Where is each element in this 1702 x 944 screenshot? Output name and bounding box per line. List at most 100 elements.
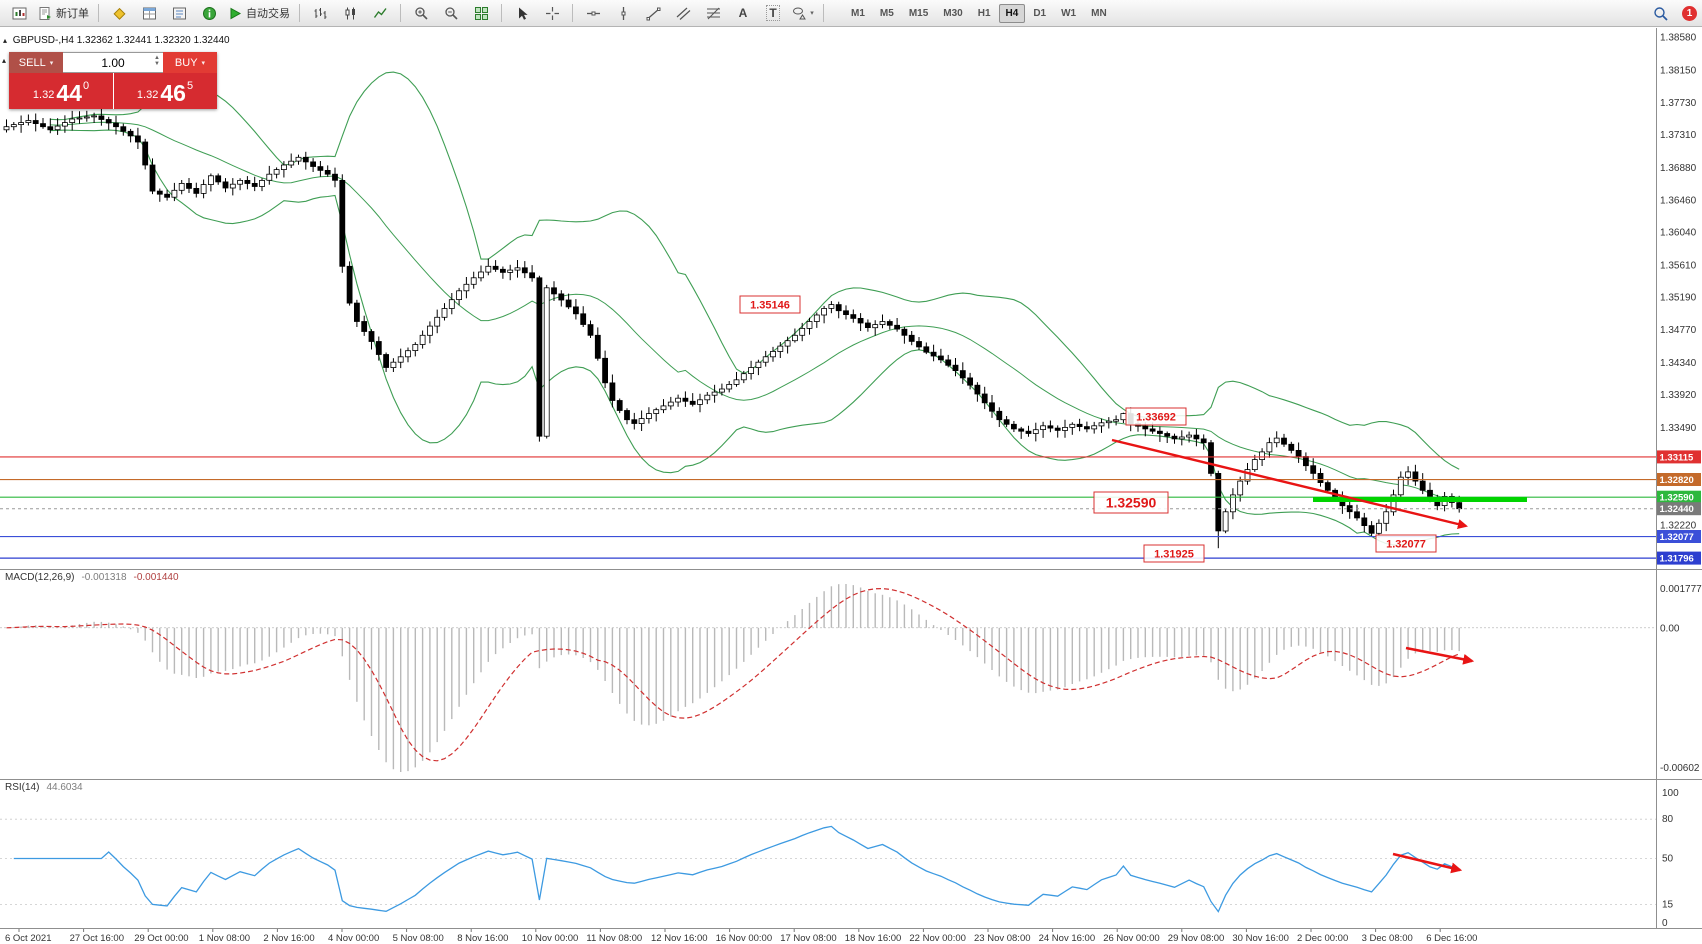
tf-m5[interactable]: M5 <box>879 7 894 19</box>
svg-text:1.36460: 1.36460 <box>1660 195 1697 206</box>
svg-text:1.34340: 1.34340 <box>1660 358 1697 369</box>
price-axis[interactable] <box>1656 28 1702 928</box>
autotrade-button[interactable]: 自动交易 <box>225 2 293 24</box>
svg-text:26 Nov 00:00: 26 Nov 00:00 <box>1103 933 1160 944</box>
rsi-value: 44.6034 <box>46 782 83 793</box>
svg-text:1.38150: 1.38150 <box>1660 66 1697 77</box>
svg-text:1.31925: 1.31925 <box>1154 548 1194 560</box>
line-chart-icon[interactable] <box>366 2 394 24</box>
tf-m30[interactable]: M30 <box>943 7 963 19</box>
crosshair-icon[interactable] <box>538 2 566 24</box>
svg-text:1.32440: 1.32440 <box>1660 504 1694 515</box>
time-axis[interactable] <box>0 928 1656 944</box>
search-icon[interactable] <box>1646 2 1674 24</box>
cursor-icon[interactable] <box>508 2 536 24</box>
svg-text:1.32590: 1.32590 <box>1106 495 1157 511</box>
tf-w1[interactable]: W1 <box>1061 7 1077 19</box>
sell-price-big: 44 <box>56 80 82 106</box>
svg-text:1.38580: 1.38580 <box>1660 33 1697 44</box>
svg-text:1.37730: 1.37730 <box>1660 98 1697 109</box>
collapse-objects-icon[interactable]: ▴ <box>3 36 8 45</box>
svg-text:6 Dec 16:00: 6 Dec 16:00 <box>1426 933 1477 944</box>
tf-h1[interactable]: H1 <box>977 7 991 19</box>
sell-price-button[interactable]: 1.32 44 0 <box>9 73 113 109</box>
toolbar-separator <box>572 4 573 22</box>
svg-text:1.35146: 1.35146 <box>750 299 790 311</box>
collapse-trade-panel-icon[interactable]: ▴ <box>2 56 7 65</box>
svg-text:12 Nov 16:00: 12 Nov 16:00 <box>651 933 708 944</box>
svg-text:1.32590: 1.32590 <box>1660 493 1694 504</box>
svg-text:1.33920: 1.33920 <box>1660 390 1697 401</box>
tf-m1[interactable]: M1 <box>851 7 865 19</box>
svg-text:5 Nov 08:00: 5 Nov 08:00 <box>393 933 444 944</box>
svg-text:2 Dec 00:00: 2 Dec 00:00 <box>1297 933 1348 944</box>
label-tool-icon[interactable]: T <box>759 2 787 24</box>
svg-text:1.32077: 1.32077 <box>1660 532 1694 543</box>
buy-button[interactable]: BUY ▾ <box>163 52 217 73</box>
svg-text:1.31796: 1.31796 <box>1660 554 1694 565</box>
volume-input[interactable]: 1.00 ▲ ▼ <box>63 52 163 73</box>
volume-spinner[interactable]: ▲ ▼ <box>154 55 160 67</box>
new-order-button[interactable]: 新订单 <box>35 2 92 24</box>
buy-price-sup: 5 <box>186 80 194 92</box>
svg-text:1.33692: 1.33692 <box>1136 411 1176 423</box>
svg-text:8 Nov 16:00: 8 Nov 16:00 <box>457 933 508 944</box>
sell-price-sup: 0 <box>82 80 90 92</box>
channel-tool-icon[interactable] <box>669 2 697 24</box>
new-chart-button[interactable] <box>5 2 33 24</box>
zoom-out-icon[interactable] <box>437 2 465 24</box>
toolbar-separator <box>823 4 824 22</box>
svg-text:16 Nov 00:00: 16 Nov 00:00 <box>716 933 773 944</box>
tf-d1[interactable]: D1 <box>1033 7 1047 19</box>
notifications-badge[interactable]: 1 <box>1682 5 1697 21</box>
timeframe-bar: M1 M5 M15 M30 H1 H4 D1 W1 MN <box>844 3 1114 23</box>
svg-text:27 Oct 16:00: 27 Oct 16:00 <box>70 933 124 944</box>
market-watch-icon[interactable] <box>135 2 163 24</box>
navigator-icon[interactable] <box>165 2 193 24</box>
symbol-ohlc-line: ▴ GBPUSD-,H4 1.32362 1.32441 1.32320 1.3… <box>3 35 230 46</box>
svg-text:30 Nov 16:00: 30 Nov 16:00 <box>1232 933 1289 944</box>
chevron-down-icon: ▾ <box>49 59 54 67</box>
bar-chart-icon[interactable] <box>306 2 334 24</box>
one-click-trading-panel: SELL ▾ 1.00 ▲ ▼ BUY ▾ 1.32 44 0 1.32 46 5 <box>9 52 217 109</box>
zoom-in-icon[interactable] <box>407 2 435 24</box>
sell-button[interactable]: SELL ▾ <box>9 52 63 73</box>
svg-text:50: 50 <box>1662 854 1674 865</box>
svg-text:1.36880: 1.36880 <box>1660 163 1697 174</box>
chart-area[interactable]: 1.35146 1.33692 1.32590 1.31925 1.32077 0.00 1… <box>0 28 1702 944</box>
sell-label: SELL <box>18 56 46 69</box>
svg-text:1.35610: 1.35610 <box>1660 261 1697 272</box>
macd-value: -0.001318 <box>81 572 127 583</box>
tf-h4[interactable]: H4 <box>998 3 1026 23</box>
shapes-tool-icon[interactable]: ▾ <box>789 2 817 24</box>
text-tool-glyph: A <box>738 6 748 20</box>
tile-windows-icon[interactable] <box>467 2 495 24</box>
buy-price-button[interactable]: 1.32 46 5 <box>113 73 217 109</box>
toolbar-separator <box>501 4 502 22</box>
tf-mn[interactable]: MN <box>1091 7 1107 19</box>
svg-text:1.34770: 1.34770 <box>1660 325 1697 336</box>
buy-label: BUY <box>174 56 198 69</box>
hline-tool-icon[interactable] <box>579 2 607 24</box>
candlestick-icon[interactable] <box>336 2 364 24</box>
vline-tool-icon[interactable] <box>609 2 637 24</box>
autotrade-label: 自动交易 <box>246 8 290 20</box>
svg-text:1.37310: 1.37310 <box>1660 130 1697 141</box>
profiles-icon[interactable] <box>105 2 133 24</box>
svg-text:18 Nov 16:00: 18 Nov 16:00 <box>845 933 902 944</box>
tf-m15[interactable]: M15 <box>908 7 929 19</box>
svg-text:1.32820: 1.32820 <box>1660 475 1694 486</box>
macd-signal-value: -0.001440 <box>133 572 179 583</box>
svg-text:29 Nov 08:00: 29 Nov 08:00 <box>1168 933 1225 944</box>
macd-title: MACD(12,26,9) <box>5 572 75 583</box>
fibonacci-tool-icon[interactable] <box>699 2 727 24</box>
svg-text:0.00: 0.00 <box>1660 623 1680 634</box>
svg-text:23 Nov 08:00: 23 Nov 08:00 <box>974 933 1031 944</box>
new-order-label: 新订单 <box>56 8 89 20</box>
terminal-icon[interactable] <box>195 2 223 24</box>
svg-text:22 Nov 00:00: 22 Nov 00:00 <box>909 933 966 944</box>
text-tool-icon[interactable]: A <box>729 2 757 24</box>
trendline-tool-icon[interactable] <box>639 2 667 24</box>
rsi-label: RSI(14) 44.6034 <box>5 782 83 793</box>
